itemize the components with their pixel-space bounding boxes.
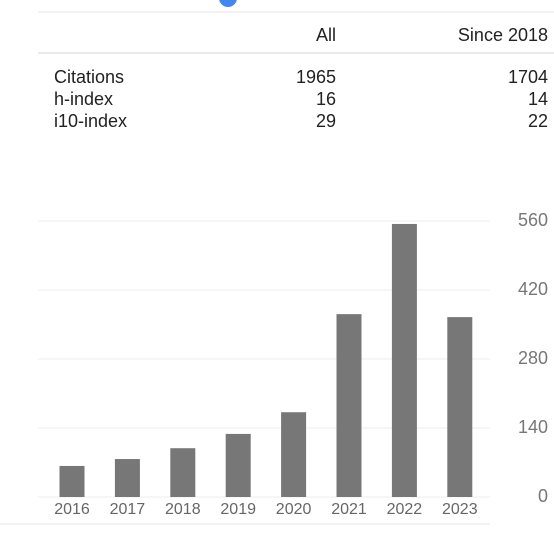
cell-value: 16 — [316, 89, 336, 109]
cell-value: 22 — [528, 111, 548, 131]
bar — [59, 465, 85, 497]
cell-value: 1965 — [296, 67, 336, 87]
bar — [281, 412, 307, 497]
x-tick-label: 2017 — [110, 501, 146, 518]
column-header: Since 2018 — [458, 25, 548, 45]
y-tick-label: 420 — [518, 279, 548, 299]
y-tick-label: 560 — [518, 210, 548, 230]
bar — [170, 448, 196, 497]
table-body: Citations 1965 1704 h-index 16 14 i10-index 29 2… — [54, 67, 548, 131]
bar — [225, 433, 251, 497]
x-tick-label: 2022 — [387, 501, 423, 518]
row-label: Citations — [54, 67, 124, 87]
y-tick-label: 0 — [538, 486, 548, 506]
bar — [391, 223, 417, 497]
icon — [219, 0, 237, 7]
column-header: All — [316, 25, 336, 45]
row-label: i10-index — [54, 111, 127, 131]
x-tick-label: 2016 — [54, 501, 90, 518]
x-tick-label: 2021 — [331, 501, 367, 518]
x-tick-label: 2023 — [442, 501, 478, 518]
y-tick-label: 280 — [518, 348, 548, 368]
bar — [447, 317, 473, 497]
row-label: h-index — [54, 89, 113, 109]
cell-value: 1704 — [508, 67, 548, 87]
x-tick-label: 2019 — [220, 501, 256, 518]
chart: 0 140 280 420 560 2016 2017 2018 2019 2020 2021 202… — [0, 210, 548, 525]
cell-value: 29 — [316, 111, 336, 131]
bar — [336, 314, 362, 497]
x-tick-label: 2018 — [165, 501, 201, 518]
y-tick-label: 140 — [518, 417, 548, 437]
cell-value: 14 — [528, 89, 548, 109]
bar — [114, 459, 140, 497]
x-tick-label: 2020 — [276, 501, 312, 518]
